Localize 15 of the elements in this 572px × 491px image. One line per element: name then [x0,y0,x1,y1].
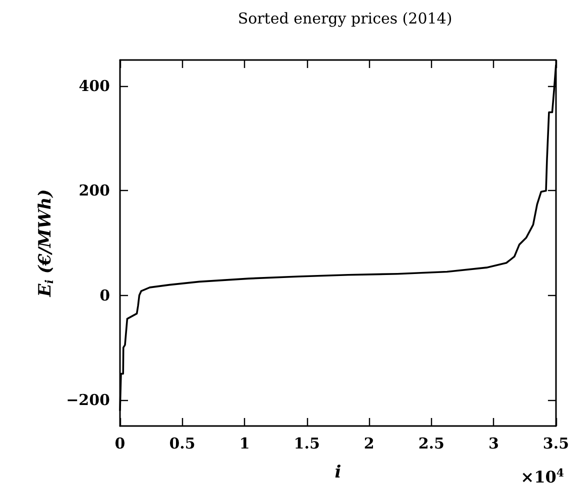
x-tick-label: 2 [364,434,374,452]
x-tick-label: 1.5 [294,434,320,452]
x-tick-label: 0.5 [169,434,196,452]
chart-title: Sorted energy prices (2014) [238,10,452,28]
x-tick-label: 0 [114,434,126,452]
y-tick-label: −200 [66,390,110,409]
x-tick-label: 3.5 [542,434,570,452]
x-tick-label: 1 [239,434,250,452]
y-axis-title: Ei (€/MWh) [36,189,56,298]
x-tick-label: 3 [488,434,499,452]
x-axis-title: i [334,462,342,482]
x-tick-label: 2.5 [418,434,444,452]
y-tick-label: 400 [78,77,110,96]
y-tick-label: 200 [78,182,110,200]
y-tick-label: 0 [100,286,110,304]
